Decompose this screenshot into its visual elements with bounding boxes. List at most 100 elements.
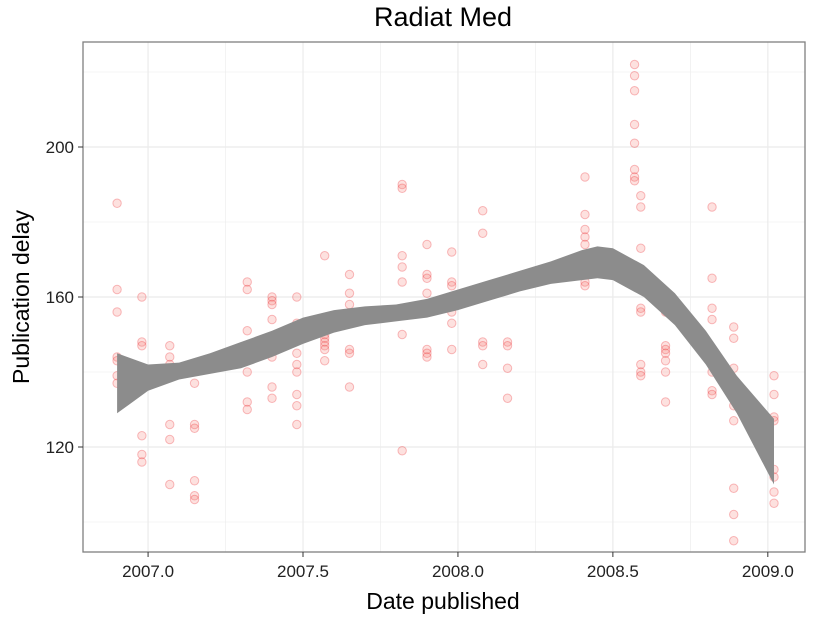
data-point [267, 382, 277, 392]
data-point [636, 307, 646, 317]
data-point [580, 232, 590, 242]
data-point [112, 198, 122, 208]
data-point [267, 393, 277, 403]
data-point [137, 457, 147, 467]
data-point [422, 348, 432, 358]
data-point [447, 281, 457, 291]
data-point [344, 382, 355, 392]
data-point [397, 277, 407, 287]
data-point [242, 277, 252, 287]
data-point [502, 341, 513, 351]
data-point [292, 401, 302, 411]
data-point [707, 314, 717, 325]
data-point [447, 277, 457, 287]
data-point [502, 393, 513, 403]
data-point [397, 262, 407, 272]
data-point [629, 138, 640, 148]
x-axis-title: Date published [366, 588, 519, 614]
data-point [267, 299, 277, 310]
data-point [478, 337, 488, 347]
data-point [292, 292, 302, 302]
data-point [137, 292, 147, 302]
data-point [580, 239, 590, 250]
data-point [707, 386, 717, 396]
data-point [422, 239, 432, 250]
data-point [629, 119, 640, 130]
data-point [189, 494, 200, 505]
data-point [629, 59, 640, 70]
data-point [189, 491, 200, 501]
data-point [267, 292, 277, 302]
data-point [478, 359, 488, 370]
data-point [629, 172, 640, 182]
data-point [189, 476, 200, 486]
data-point [769, 371, 779, 381]
data-point [636, 371, 646, 381]
data-point [165, 434, 175, 445]
data-point [292, 348, 302, 358]
chart-title: Radiat Med [374, 2, 512, 32]
data-point [242, 326, 252, 336]
data-point [707, 273, 717, 283]
data-point [707, 202, 717, 212]
smooth-band [117, 246, 775, 485]
data-point [729, 509, 739, 520]
data-point [319, 251, 330, 261]
data-point [422, 273, 432, 283]
data-point [189, 419, 200, 430]
data-point [478, 228, 488, 238]
data-point [502, 337, 513, 347]
data-point [397, 329, 407, 340]
grid-lines [83, 42, 805, 552]
data-point [447, 318, 457, 328]
data-point [165, 352, 175, 362]
data-point [422, 344, 432, 355]
data-point [478, 341, 488, 351]
data-point [292, 359, 302, 370]
data-point [344, 348, 355, 358]
data-point [636, 359, 646, 370]
data-point [344, 344, 355, 355]
data-point [478, 206, 488, 216]
data-point [629, 86, 640, 96]
data-point [729, 483, 739, 493]
data-point [189, 423, 200, 433]
data-point [397, 179, 407, 190]
data-point [447, 247, 457, 257]
data-point [636, 303, 646, 313]
data-point [707, 303, 717, 313]
data-point [344, 299, 355, 310]
data-point [242, 367, 252, 377]
data-point [137, 337, 147, 347]
data-point [447, 344, 457, 355]
data-point [629, 164, 640, 175]
data-point [660, 356, 671, 366]
x-tick-label: 2008.5 [587, 562, 639, 581]
data-point [242, 397, 252, 407]
data-point [707, 389, 717, 400]
data-point [397, 251, 407, 261]
x-tick-label: 2009.0 [742, 562, 794, 581]
data-point [137, 449, 147, 460]
data-point [769, 498, 779, 508]
data-point [729, 536, 739, 546]
data-point [636, 367, 646, 377]
data-point [769, 487, 779, 497]
data-point [242, 404, 252, 415]
data-point [397, 446, 407, 456]
data-point [729, 322, 739, 332]
data-point [397, 183, 407, 193]
data-point [580, 209, 590, 220]
data-point [292, 389, 302, 400]
data-point [660, 397, 671, 407]
data-point [242, 284, 252, 295]
data-point [729, 333, 739, 343]
x-axis-ticks: 2007.0 2007.5 2008.0 2008.5 2009.0 [122, 552, 794, 581]
data-point [580, 224, 590, 235]
data-point [769, 389, 779, 400]
data-point [165, 479, 175, 490]
data-point [422, 288, 432, 298]
x-tick-label: 2007.5 [277, 562, 329, 581]
data-point [660, 341, 671, 351]
